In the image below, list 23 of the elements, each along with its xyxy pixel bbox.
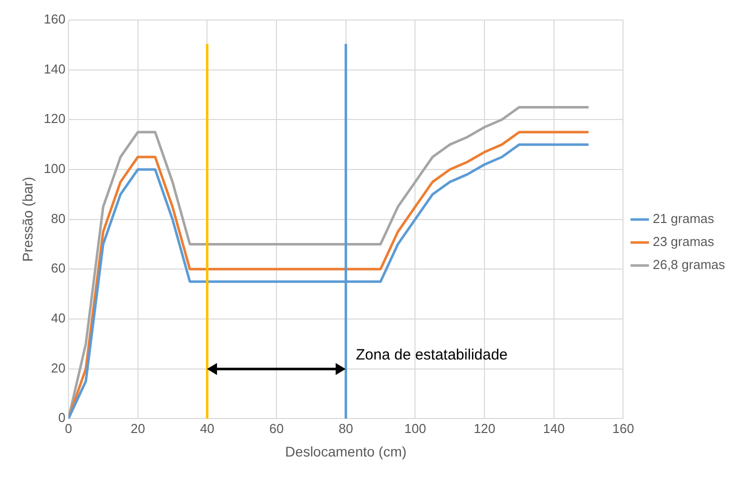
x-tick-label: 120 <box>474 420 496 436</box>
x-tick-label: 140 <box>543 420 565 436</box>
x-tick-label: 40 <box>200 420 214 436</box>
y-tick-label: 160 <box>44 12 66 27</box>
legend-label: 23 gramas <box>652 234 715 250</box>
x-axis-title: Deslocamento (cm) <box>285 443 407 460</box>
x-tick-label: 160 <box>612 420 634 436</box>
y-tick-label: 100 <box>44 161 66 176</box>
x-tick-label: 100 <box>404 420 426 436</box>
y-tick-label: 80 <box>51 210 66 226</box>
y-tick-label: 60 <box>51 260 66 276</box>
y-tick-label: 120 <box>44 111 66 126</box>
legend-label: 26,8 gramas <box>652 257 726 272</box>
annotation: Zona de estatabilidade <box>356 346 508 364</box>
y-tick-label: 40 <box>51 310 66 326</box>
y-tick-label: 0 <box>58 410 66 426</box>
y-axis-title: Pressão (bar) <box>19 176 36 262</box>
x-tick-label: 80 <box>338 420 354 436</box>
y-tick-label: 20 <box>51 360 66 376</box>
x-tick-label: 60 <box>269 420 284 436</box>
x-tick-label: 20 <box>130 420 146 436</box>
y-tick-label: 140 <box>44 61 66 76</box>
legend-label: 21 gramas <box>652 211 715 226</box>
